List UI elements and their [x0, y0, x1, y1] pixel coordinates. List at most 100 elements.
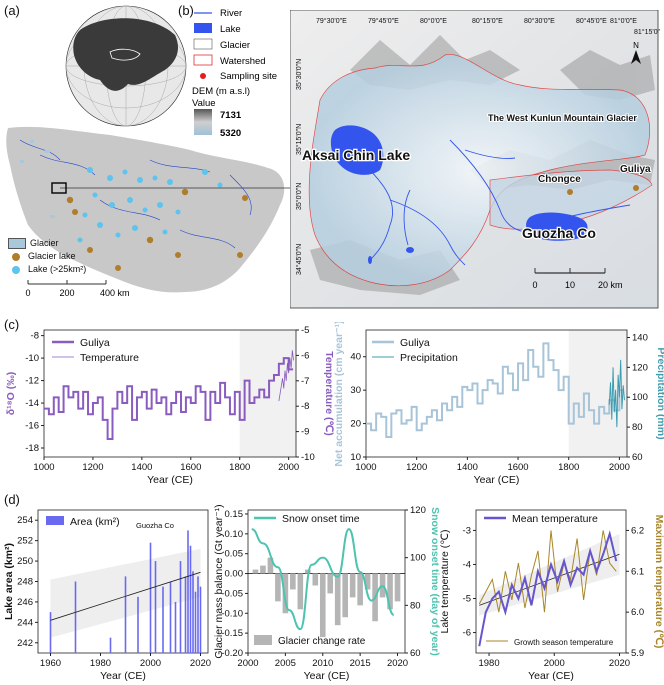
x-axis-label: Year (CE): [304, 670, 350, 682]
y2-tick-label: -7: [301, 376, 309, 387]
bar-glacier-change: [267, 557, 274, 574]
plot-frame: [43, 329, 297, 458]
y2-tick-label: 80: [410, 600, 421, 611]
north-arrow-icon: N: [631, 41, 641, 64]
y2-axis-label: Precipitation (mm): [655, 347, 664, 439]
bar-glacier-change: [297, 573, 304, 610]
legend-glacier-change: Glacier change rate: [278, 636, 366, 647]
bar-lake-area: [179, 561, 182, 653]
y-tick-label: 250: [17, 556, 33, 567]
x-tick-label: 1200: [406, 462, 427, 473]
y2-tick-label: -8: [301, 401, 309, 412]
bar-lake-area: [189, 545, 192, 653]
label-aksai-chin-lake: Aksai Chin Lake: [302, 147, 410, 163]
shaded-period: [239, 330, 296, 457]
plot-frame: [365, 329, 628, 458]
chart-c2-guliya-accumulation: 1000 1200 1400 1600 1800 2000 10 20 30 40 Year (CE…: [333, 322, 664, 486]
label-guozha-co: Guozha Co: [522, 225, 596, 241]
map-scale-1: 10: [565, 280, 575, 290]
map-scale-0: 0: [532, 280, 537, 290]
label-west-kunlun: The West Kunlun Mountain Glacier: [488, 113, 637, 123]
y-tick-label: 40: [350, 352, 361, 363]
bar-glacier-change: [387, 573, 393, 610]
y2-tick-label: 60: [632, 452, 643, 463]
bar-lake-area: [192, 571, 194, 653]
bar-glacier-change: [364, 573, 371, 590]
y2-axis-label: Maximum temperature (℃): [653, 515, 664, 649]
y2-axis-label: Snow onset time (day of year): [429, 507, 440, 656]
map-scale-2: 20 km: [598, 280, 623, 290]
y-tick-label: -0.10: [221, 608, 243, 619]
map-tick-left-2: 35°0'0"N: [295, 183, 303, 210]
series-temperature-line: [278, 350, 294, 402]
map-tick-top-0: 79°30'0"E: [316, 17, 347, 25]
bar-lake-area: [174, 601, 177, 653]
legend-growth-season: Growth season temperature: [514, 638, 614, 647]
scale-a-tick-0: 0: [25, 288, 30, 298]
map-tick-top-4: 80°30'0"E: [524, 17, 555, 25]
map-tick-top-1: 79°45'0"E: [368, 17, 399, 25]
series-snow-onset-line: [251, 528, 395, 631]
y-tick-label: -8: [31, 331, 39, 342]
y2-tick-label: -9: [301, 427, 309, 438]
x-tick-label: 1600: [507, 462, 528, 473]
bar-lake-area: [137, 596, 139, 653]
y-tick-label: -10: [25, 353, 39, 364]
x-tick-label: 2020: [609, 658, 630, 669]
panel-a-legend: Glacier Glacier lake Lake (>25km²): [8, 237, 86, 276]
y-tick-label: -0.05: [221, 588, 243, 599]
y-tick-label: -16: [25, 421, 39, 432]
y2-tick-label: 6.2: [631, 525, 644, 536]
x-axis-label: Year (CE): [100, 670, 146, 682]
y2-axis-label: Temperature (℃): [323, 351, 335, 436]
panel-label-d: (d): [4, 492, 20, 507]
panel-label-c: (c): [4, 317, 20, 332]
y-tick-label: 0.10: [225, 529, 244, 540]
aksai-chin-lake-shape: [330, 125, 384, 175]
chart-d2-glacier-mass: 2000 2005 2010 2015 2020 0.15 0.10 0.05 0.00 -0.0…: [213, 504, 440, 682]
trend-line: [50, 571, 201, 621]
tibetan-plateau-map: [6, 126, 290, 293]
x-tick-label: 2000: [544, 658, 565, 669]
y-axis-label: Lake area (km²): [3, 543, 15, 620]
map-tick-top-3: 80°15'0"E: [472, 17, 503, 25]
confidence-band: [479, 533, 620, 616]
plot-frame: [475, 509, 627, 654]
bar-lake-area: [184, 576, 187, 653]
x-tick-label: 2015: [350, 658, 371, 669]
x-tick-label: 2005: [275, 658, 296, 669]
x-tick-label: 1800: [558, 462, 579, 473]
chart-c1-guliya-oxygen: 1000 1200 1400 1600 1800 2000 -18 -16 -14 -12 -10 -…: [5, 325, 335, 486]
legend-lake-25: Lake (>25km²): [28, 264, 87, 274]
bar-lake-area: [194, 591, 197, 653]
bar-lake-area: [124, 576, 127, 653]
map-tick-left-1: 35°15'0"N: [295, 124, 303, 155]
x-axis-label: Year (CE): [528, 670, 574, 682]
legend-glacier: Glacier: [30, 238, 59, 248]
legend-dem-min: 5320: [220, 128, 241, 139]
y-tick-label: 252: [17, 536, 33, 547]
x-tick-label: 1000: [355, 462, 376, 473]
y-axis-label: Net accumulation (cm year⁻¹): [333, 322, 345, 467]
y-tick-label: 0.05: [225, 549, 244, 560]
bar-glacier-change: [349, 573, 356, 598]
bar-glacier-change: [334, 573, 341, 626]
y2-tick-label: 120: [410, 505, 426, 516]
x-tick-label: 2020: [190, 658, 211, 669]
legend-guliya-accum: Guliya: [400, 337, 430, 349]
bar-glacier-change: [275, 573, 281, 602]
map-tick-left-3: 34°45'0"N: [295, 244, 303, 275]
y2-tick-label: 6.0: [631, 607, 644, 618]
plot-frame: [247, 509, 406, 654]
y-tick-label: -4: [463, 559, 471, 570]
panel-label-a: (a): [4, 3, 20, 18]
legend-area-sub: Guozha Co: [136, 521, 174, 530]
y-tick-label: 20: [350, 419, 361, 430]
legend-guliya: Guliya: [80, 337, 110, 349]
panel-b-legend: River Lake Glacier Watershed Sampling si…: [192, 8, 277, 139]
y-tick-label: 248: [17, 577, 33, 588]
map-tick-top-6: 81°0'0"E: [610, 17, 637, 25]
x-tick-label: 2000: [609, 462, 630, 473]
y-tick-label: -18: [25, 443, 39, 454]
legend-glacier-b: Glacier: [220, 40, 250, 51]
